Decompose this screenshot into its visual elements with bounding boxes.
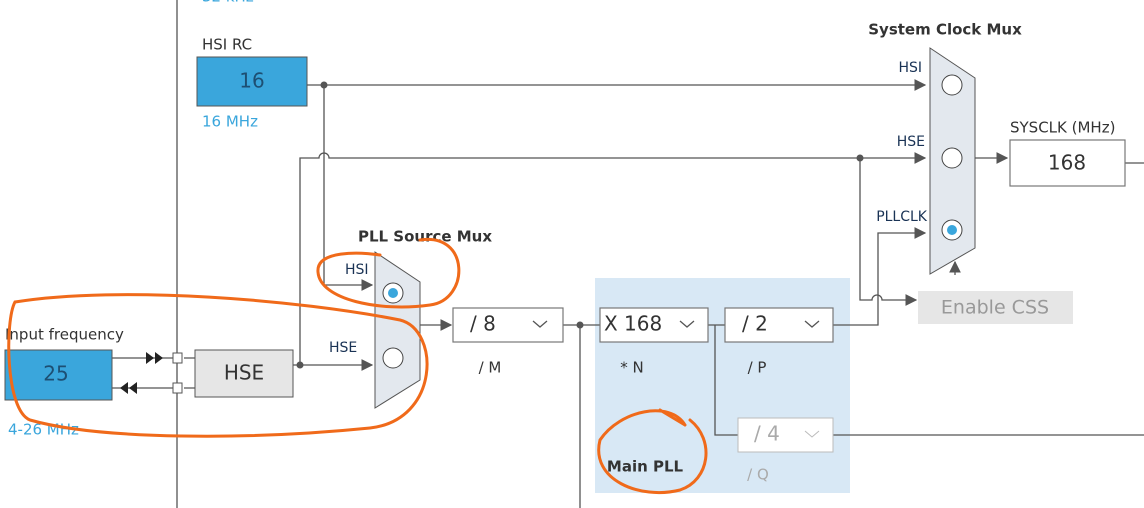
main-pll-title: Main PLL — [607, 458, 684, 476]
sysclk-value: 168 — [1048, 151, 1086, 175]
mux-input-label: HSE — [329, 340, 357, 356]
radio-hse[interactable] — [382, 347, 404, 369]
annotations — [7, 237, 708, 495]
hse-input-box[interactable] — [4, 349, 113, 401]
divider-label: / Q — [747, 466, 769, 484]
divider-p[interactable]: / 2 — [724, 307, 834, 343]
system-mux-title: System Clock Mux — [868, 21, 1022, 39]
input-frequency-label: Input frequency — [5, 326, 124, 344]
hsi-rc-box — [196, 56, 308, 107]
radio-hsi[interactable] — [941, 74, 963, 96]
pll-mux-title: PLL Source Mux — [358, 228, 492, 246]
hse-block — [194, 349, 294, 398]
divider-label: / P — [748, 359, 767, 377]
radio-selected — [947, 225, 957, 235]
lse-frequency: 32 kHz — [202, 0, 254, 6]
enable-css-button[interactable] — [918, 291, 1073, 324]
hse-block-label: HSE — [224, 361, 264, 385]
mux-input-label: HSE — [897, 134, 925, 150]
hse-input-range: 4-26 MHz — [8, 421, 79, 439]
hsi-rc-label: HSI RC — [202, 36, 252, 54]
radio-hse[interactable] — [941, 147, 963, 169]
mux-input-label: HSI — [345, 262, 369, 278]
hse-input-value: 25 — [43, 362, 68, 386]
dropdown-value: / 4 — [754, 422, 780, 446]
sysclk-label: SYSCLK (MHz) — [1010, 119, 1115, 137]
sysclk-box[interactable] — [1009, 139, 1126, 187]
pll-source-mux — [374, 251, 421, 409]
divider-q[interactable]: / 4 — [737, 417, 834, 453]
multiplier-n[interactable]: X 168 — [599, 307, 709, 343]
hsi-rc-value: 16 — [239, 69, 264, 93]
mux-input-label: HSI — [898, 60, 922, 76]
dropdown-value: X 168 — [604, 312, 662, 336]
dropdown-value: / 2 — [742, 312, 768, 336]
enable-css-text: Enable CSS — [941, 297, 1049, 319]
divider-m[interactable]: / 8 — [452, 307, 564, 343]
multiplier-label: * N — [620, 359, 644, 377]
hsi-rc-frequency: 16 MHz — [202, 113, 258, 131]
mux-input-label: PLLCLK — [876, 209, 928, 225]
divider-label: / M — [479, 359, 502, 377]
wires — [112, 79, 1144, 508]
dropdown-value: / 8 — [470, 312, 496, 336]
radio-selected — [388, 288, 398, 298]
